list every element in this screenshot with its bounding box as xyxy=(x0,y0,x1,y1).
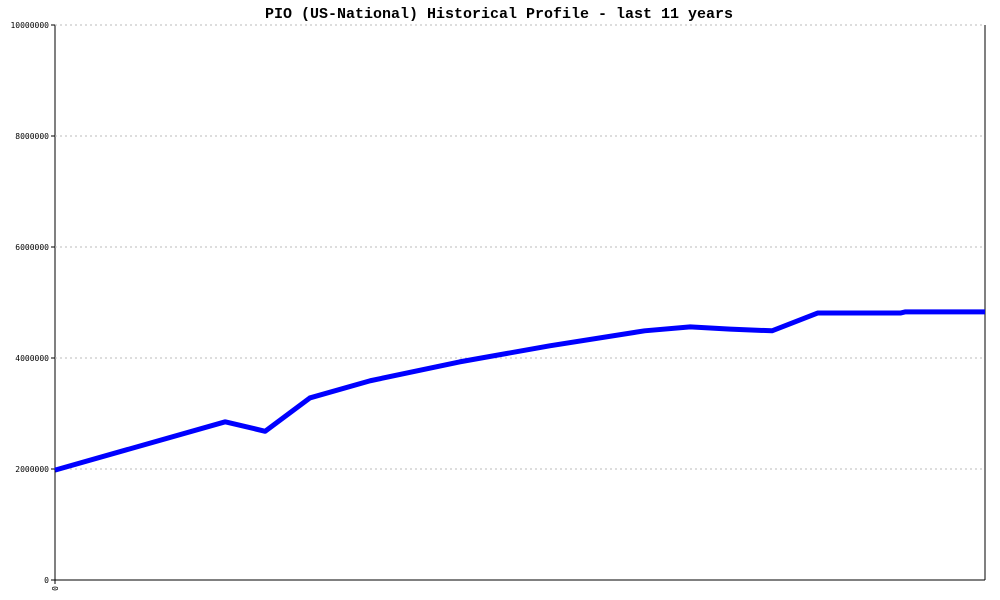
y-tick-label: 2000000 xyxy=(15,465,49,474)
y-tick-label: 8000000 xyxy=(15,132,49,141)
y-tick-label: 4000000 xyxy=(15,354,49,363)
y-tick-label: 10000000 xyxy=(10,21,49,30)
x-tick-label: 0 xyxy=(51,586,60,591)
chart-title: PIO (US-National) Historical Profile - l… xyxy=(265,6,733,23)
y-tick-label: 0 xyxy=(44,576,49,585)
data-line xyxy=(54,309,985,473)
y-tick-label: 6000000 xyxy=(15,243,49,252)
